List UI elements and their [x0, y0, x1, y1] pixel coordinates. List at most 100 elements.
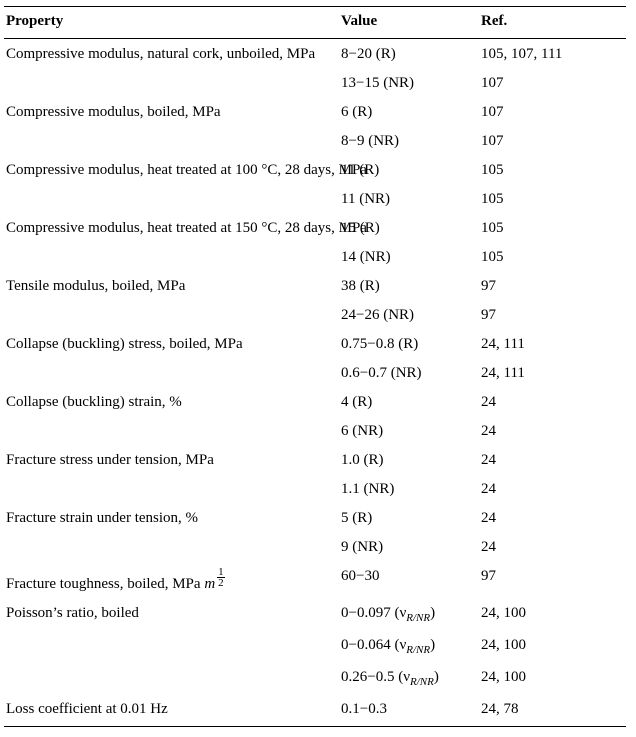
- table-row: 0−0.064 (νR/NR)24, 100: [4, 630, 626, 662]
- cell-ref: 24: [479, 532, 626, 561]
- table-row: Collapse (buckling) strain, %4 (R)24: [4, 387, 626, 416]
- table-row: 0.26−0.5 (νR/NR)24, 100: [4, 662, 626, 694]
- table-row: 6 (NR)24: [4, 416, 626, 445]
- cell-property: [4, 416, 339, 445]
- cell-property: [4, 630, 339, 662]
- cell-property: [4, 474, 339, 503]
- table-row: 0.6−0.7 (NR)24, 111: [4, 358, 626, 387]
- cell-value: 13−15 (NR): [339, 68, 479, 97]
- cell-value: 11 (NR): [339, 184, 479, 213]
- cell-ref: 24, 100: [479, 630, 626, 662]
- cell-ref: 97: [479, 561, 626, 598]
- nu-subscript: R/NR: [410, 676, 434, 688]
- fraction-numerator: 1: [217, 567, 225, 578]
- table-header-row: Property Value Ref.: [4, 7, 626, 39]
- cell-ref: 24, 111: [479, 329, 626, 358]
- cell-ref: 24: [479, 416, 626, 445]
- table-row: 11 (NR)105: [4, 184, 626, 213]
- table-row: Compressive modulus, heat treated at 150…: [4, 213, 626, 242]
- cell-ref: 97: [479, 271, 626, 300]
- cell-ref: 105, 107, 111: [479, 39, 626, 69]
- cell-property: Poisson’s ratio, boiled: [4, 598, 339, 630]
- table-row: Compressive modulus, natural cork, unboi…: [4, 39, 626, 69]
- cell-value: 0.1−0.3: [339, 695, 479, 727]
- table-row: Poisson’s ratio, boiled0−0.097 (νR/NR)24…: [4, 598, 626, 630]
- cell-property: [4, 184, 339, 213]
- cell-ref: 24: [479, 387, 626, 416]
- table-row: Collapse (buckling) stress, boiled, MPa0…: [4, 329, 626, 358]
- cell-property: Fracture strain under tension, %: [4, 503, 339, 532]
- cell-value: 0−0.064 (νR/NR): [339, 630, 479, 662]
- table-row: 13−15 (NR)107: [4, 68, 626, 97]
- nu-close: ): [434, 669, 439, 685]
- cell-ref: 105: [479, 184, 626, 213]
- cell-property: [4, 662, 339, 694]
- cell-ref: 105: [479, 213, 626, 242]
- cell-ref: 107: [479, 97, 626, 126]
- table-body: Compressive modulus, natural cork, unboi…: [4, 39, 626, 727]
- header-ref: Ref.: [479, 7, 626, 39]
- cell-property: [4, 242, 339, 271]
- cell-value: 9 (NR): [339, 532, 479, 561]
- cell-value: 0.26−0.5 (νR/NR): [339, 662, 479, 694]
- cell-value-text: 0.26−0.5: [341, 669, 394, 685]
- cell-property: Collapse (buckling) strain, %: [4, 387, 339, 416]
- cell-property-text: Fracture toughness, boiled, MPa: [6, 576, 204, 592]
- table-row: Tensile modulus, boiled, MPa38 (R)97: [4, 271, 626, 300]
- table-row: 9 (NR)24: [4, 532, 626, 561]
- header-value: Value: [339, 7, 479, 39]
- cell-value: 6 (NR): [339, 416, 479, 445]
- cell-ref: 24: [479, 503, 626, 532]
- cell-value: 0.75−0.8 (R): [339, 329, 479, 358]
- table-row: Compressive modulus, heat treated at 100…: [4, 155, 626, 184]
- nu-subscript: R/NR: [406, 612, 430, 624]
- nu-subscript: R/NR: [406, 644, 430, 656]
- cell-ref: 24: [479, 474, 626, 503]
- nu-close: ): [430, 605, 435, 621]
- cell-property: [4, 126, 339, 155]
- cell-property: Compressive modulus, boiled, MPa: [4, 97, 339, 126]
- cell-value: 11 (R): [339, 155, 479, 184]
- cell-value: 24−26 (NR): [339, 300, 479, 329]
- nu-close: ): [430, 637, 435, 653]
- fraction-denominator: 2: [217, 578, 225, 588]
- nu-open: (ν: [391, 637, 407, 653]
- table-row: Compressive modulus, boiled, MPa6 (R)107: [4, 97, 626, 126]
- cell-value: 0.6−0.7 (NR): [339, 358, 479, 387]
- cell-property: Compressive modulus, heat treated at 150…: [4, 213, 339, 242]
- table-row: 14 (NR)105: [4, 242, 626, 271]
- cell-ref: 24, 100: [479, 662, 626, 694]
- table-row: Fracture stress under tension, MPa1.0 (R…: [4, 445, 626, 474]
- cell-property: Collapse (buckling) stress, boiled, MPa: [4, 329, 339, 358]
- cell-ref: 24, 78: [479, 695, 626, 727]
- cell-property: Loss coefficient at 0.01 Hz: [4, 695, 339, 727]
- table-row: Fracture toughness, boiled, MPa m1260−30…: [4, 561, 626, 598]
- cell-value: 6 (R): [339, 97, 479, 126]
- cell-value: 0−0.097 (νR/NR): [339, 598, 479, 630]
- cell-value: 8−9 (NR): [339, 126, 479, 155]
- cell-property: Compressive modulus, natural cork, unboi…: [4, 39, 339, 69]
- cell-property: Fracture stress under tension, MPa: [4, 445, 339, 474]
- properties-table: Property Value Ref. Compressive modulus,…: [4, 6, 626, 727]
- cell-value: 8−20 (R): [339, 39, 479, 69]
- nu-open: (ν: [391, 605, 407, 621]
- cell-ref: 24, 111: [479, 358, 626, 387]
- cell-property: Tensile modulus, boiled, MPa: [4, 271, 339, 300]
- cell-value: 1.1 (NR): [339, 474, 479, 503]
- nu-open: (ν: [394, 669, 410, 685]
- cell-ref: 107: [479, 126, 626, 155]
- cell-ref: 97: [479, 300, 626, 329]
- cell-property: [4, 300, 339, 329]
- table-row: 8−9 (NR)107: [4, 126, 626, 155]
- cell-ref: 107: [479, 68, 626, 97]
- exponent-fraction: 12: [217, 567, 225, 588]
- cell-value: 1.0 (R): [339, 445, 479, 474]
- cell-value-text: 0−0.064: [341, 637, 391, 653]
- unit-m: m: [204, 576, 215, 592]
- cell-value: 60−30: [339, 561, 479, 598]
- cell-value: 15 (R): [339, 213, 479, 242]
- cell-property: [4, 358, 339, 387]
- cell-property: Fracture toughness, boiled, MPa m12: [4, 561, 339, 598]
- table-row: Fracture strain under tension, %5 (R)24: [4, 503, 626, 532]
- table-row: 24−26 (NR)97: [4, 300, 626, 329]
